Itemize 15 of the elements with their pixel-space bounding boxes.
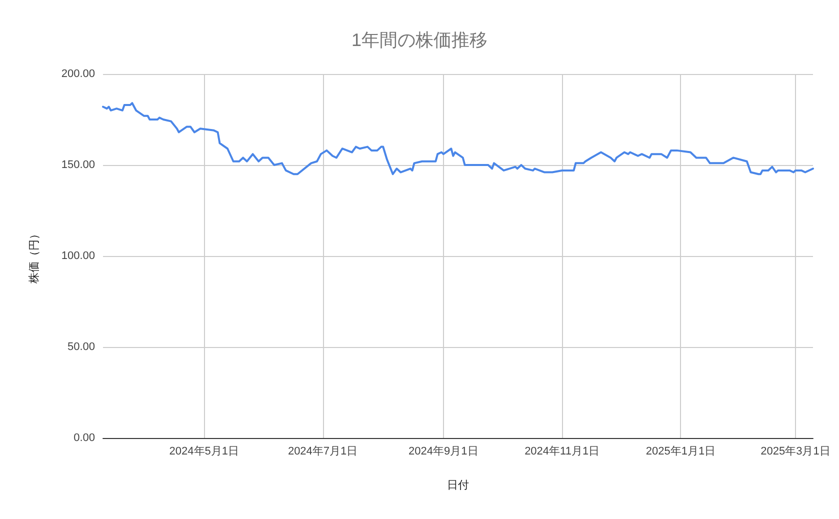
- y-tick-label: 200.00: [61, 68, 95, 80]
- y-tick-label: 100.00: [61, 250, 95, 262]
- x-tick-label: 2024年7月1日: [288, 446, 358, 458]
- y-axis-title: 株価（円）: [28, 228, 40, 284]
- y-tick-label: 0.00: [74, 432, 95, 444]
- x-axis-title: 日付: [447, 480, 469, 492]
- x-tick-label: 2024年9月1日: [408, 446, 478, 458]
- y-tick-label: 150.00: [61, 159, 95, 171]
- x-tick-label: 2024年5月1日: [169, 446, 240, 458]
- y-tick-label: 50.00: [67, 341, 95, 353]
- x-tick-label: 2024年11月1日: [524, 446, 600, 458]
- x-tick-label: 2025年1月1日: [646, 446, 716, 458]
- chart-title: 1年間の株価推移: [351, 30, 488, 50]
- x-tick-label: 2025年3月1日: [760, 446, 830, 458]
- line-series: [102, 102, 814, 176]
